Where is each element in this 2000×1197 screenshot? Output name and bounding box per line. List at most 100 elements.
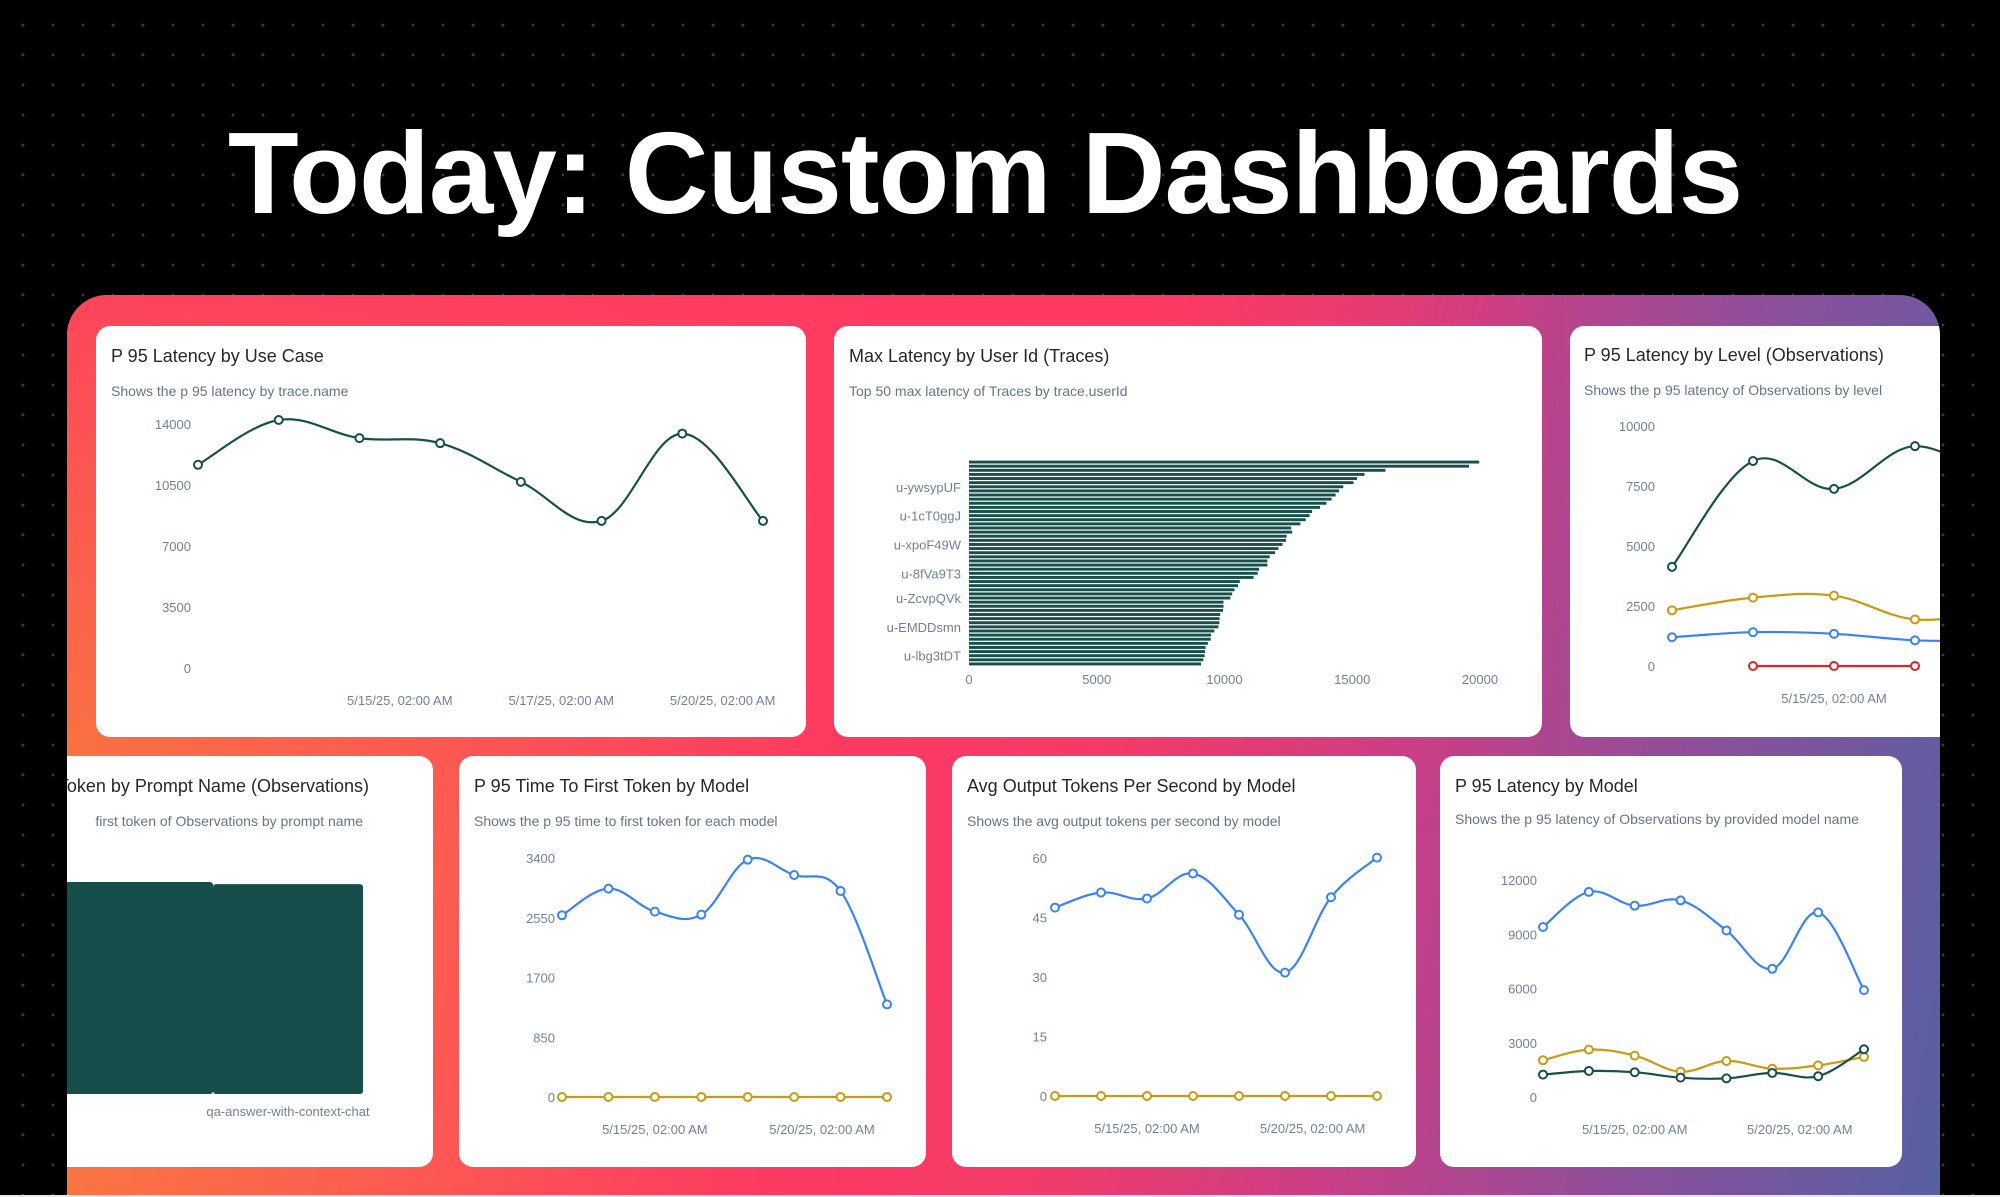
- bar[interactable]: [969, 460, 1480, 464]
- data-point-model-a[interactable]: [1813, 907, 1824, 918]
- widget-p95-latency-by-level[interactable]: P 95 Latency by Level (Observations) Sho…: [1570, 326, 1940, 737]
- data-point-model-a[interactable]: [1583, 886, 1594, 897]
- bar[interactable]: [969, 654, 1205, 658]
- bar[interactable]: [969, 604, 1224, 608]
- data-point-default[interactable]: [1829, 483, 1839, 494]
- data-point-default[interactable]: [1667, 561, 1677, 572]
- data-point-model-a[interactable]: [1372, 852, 1382, 863]
- data-point-model-a[interactable]: [1859, 985, 1869, 996]
- bar[interactable]: [969, 481, 1354, 485]
- data-point-model-a[interactable]: [603, 883, 614, 894]
- data-point-model-c[interactable]: [1859, 1044, 1869, 1055]
- data-point-model-b[interactable]: [1538, 1055, 1548, 1066]
- data-point-model-b[interactable]: [1096, 1091, 1106, 1101]
- data-point-model-c[interactable]: [1538, 1069, 1548, 1080]
- data-point-model-b[interactable]: [696, 1092, 707, 1102]
- widget-p95-latency-by-use-case[interactable]: P 95 Latency by Use Case Shows the p 95 …: [96, 326, 806, 737]
- data-point-error[interactable]: [1748, 661, 1758, 671]
- bar[interactable]: [969, 497, 1332, 501]
- bar[interactable]: [969, 613, 1221, 616]
- data-point-latency[interactable]: [515, 476, 526, 487]
- bar[interactable]: [969, 637, 1211, 641]
- bar[interactable]: [969, 530, 1293, 534]
- data-point-model-b[interactable]: [649, 1092, 660, 1102]
- bar[interactable]: [969, 662, 1201, 666]
- bar[interactable]: [969, 472, 1365, 476]
- data-point-model-c[interactable]: [1721, 1073, 1732, 1084]
- bar[interactable]: [969, 534, 1287, 538]
- bar[interactable]: [969, 493, 1336, 497]
- bar[interactable]: [969, 489, 1339, 493]
- bar[interactable]: [969, 526, 1292, 530]
- data-point-model-a[interactable]: [1050, 902, 1060, 913]
- bar[interactable]: [969, 555, 1270, 559]
- data-point-model-a[interactable]: [1326, 892, 1336, 903]
- data-point-model-a[interactable]: [742, 854, 753, 865]
- data-point-error[interactable]: [1829, 661, 1839, 671]
- data-point-warning[interactable]: [1910, 614, 1920, 625]
- data-point-model-c[interactable]: [1675, 1072, 1686, 1083]
- bar[interactable]: [969, 559, 1268, 563]
- data-point-latency[interactable]: [435, 438, 446, 449]
- bar[interactable]: [969, 538, 1287, 542]
- bar[interactable]: [969, 567, 1259, 571]
- data-point-latency[interactable]: [193, 459, 203, 470]
- data-point-model-b[interactable]: [603, 1092, 614, 1102]
- data-point-model-a[interactable]: [1721, 925, 1732, 936]
- data-point-warning[interactable]: [1667, 605, 1677, 616]
- bar[interactable]: [969, 641, 1208, 645]
- bar[interactable]: [969, 658, 1204, 662]
- bar[interactable]: [969, 501, 1327, 505]
- data-point-model-b[interactable]: [1813, 1060, 1824, 1071]
- data-point-model-b[interactable]: [882, 1092, 892, 1102]
- bar[interactable]: [969, 551, 1276, 555]
- bar[interactable]: [969, 575, 1254, 579]
- widget-p95-ttft-by-model[interactable]: P 95 Time To First Token by Model Shows …: [459, 756, 926, 1167]
- bar[interactable]: [969, 600, 1224, 604]
- data-point-model-c[interactable]: [1767, 1067, 1778, 1078]
- data-point-model-a[interactable]: [1538, 922, 1548, 933]
- data-point-model-b[interactable]: [1188, 1091, 1198, 1101]
- widget-p95-latency-by-model[interactable]: P 95 Latency by Model Shows the p 95 lat…: [1440, 756, 1902, 1167]
- bar[interactable]: [969, 646, 1206, 649]
- bar[interactable]: [969, 477, 1358, 480]
- bar[interactable]: [969, 547, 1279, 551]
- data-point-model-c[interactable]: [1583, 1065, 1594, 1076]
- data-point-model-b[interactable]: [1280, 1091, 1290, 1101]
- data-point-model-b[interactable]: [1234, 1091, 1244, 1101]
- data-point-model-b[interactable]: [742, 1092, 753, 1102]
- bar[interactable]: [969, 629, 1215, 633]
- data-point-model-b[interactable]: [835, 1092, 846, 1102]
- data-point-model-b[interactable]: [1583, 1044, 1594, 1055]
- data-point-model-a[interactable]: [1234, 909, 1244, 920]
- data-point-debug[interactable]: [1910, 635, 1920, 646]
- data-point-model-a[interactable]: [1188, 868, 1198, 879]
- bar[interactable]: [969, 633, 1211, 637]
- bar[interactable]: [969, 625, 1219, 629]
- widget-token-by-prompt-name[interactable]: Token by Prompt Name (Observations) firs…: [67, 756, 433, 1167]
- data-point-warning[interactable]: [1829, 590, 1839, 601]
- bar[interactable]: [213, 884, 363, 1094]
- bar[interactable]: [969, 592, 1233, 596]
- data-point-debug[interactable]: [1829, 628, 1839, 639]
- bar[interactable]: [969, 563, 1268, 567]
- bar[interactable]: [969, 485, 1344, 489]
- data-point-model-b[interactable]: [1326, 1091, 1336, 1101]
- data-point-default[interactable]: [1910, 441, 1920, 452]
- bar[interactable]: [969, 617, 1220, 621]
- data-point-model-a[interactable]: [789, 870, 800, 881]
- data-point-model-a[interactable]: [1096, 887, 1106, 898]
- bar[interactable]: [67, 882, 213, 1094]
- data-point-latency[interactable]: [273, 414, 284, 425]
- data-point-model-b[interactable]: [1372, 1091, 1382, 1101]
- widget-avg-output-tokens-per-second[interactable]: Avg Output Tokens Per Second by Model Sh…: [952, 756, 1416, 1167]
- data-point-model-a[interactable]: [649, 906, 660, 917]
- data-point-model-a[interactable]: [882, 999, 892, 1010]
- bar[interactable]: [969, 580, 1240, 583]
- bar[interactable]: [969, 464, 1469, 468]
- data-point-model-b[interactable]: [557, 1092, 567, 1102]
- data-point-model-c[interactable]: [1629, 1067, 1640, 1078]
- bar[interactable]: [969, 510, 1313, 513]
- data-point-latency[interactable]: [758, 515, 768, 526]
- bar[interactable]: [969, 518, 1306, 522]
